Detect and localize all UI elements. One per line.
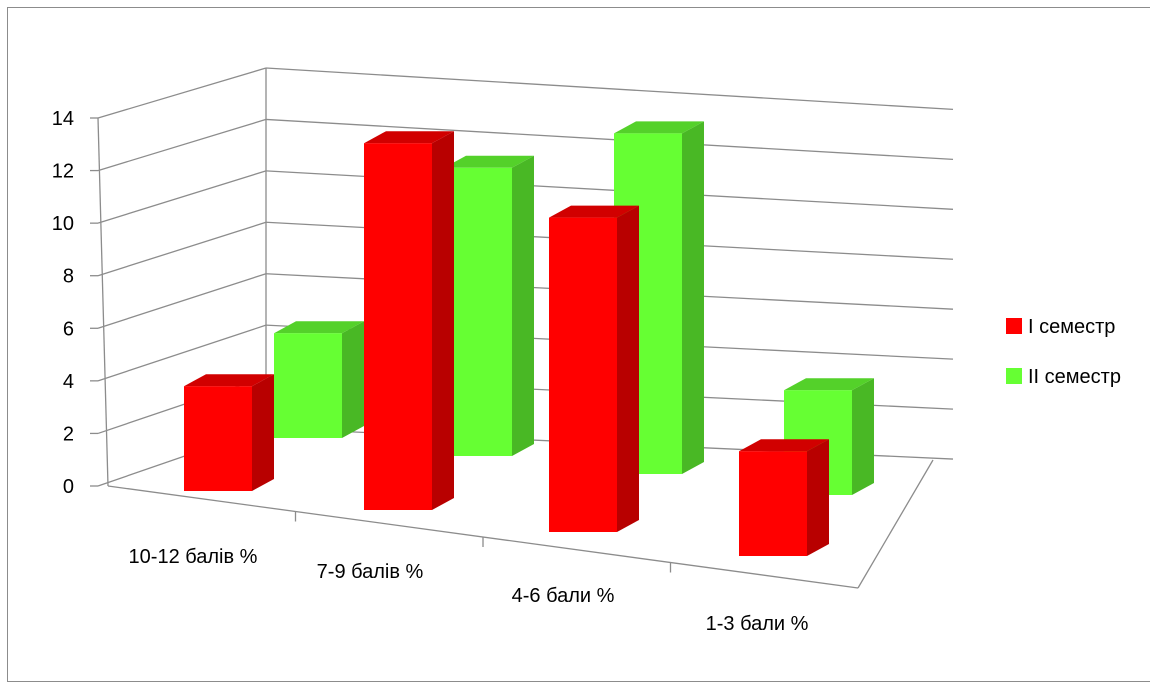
side-gridline <box>97 170 267 224</box>
category-label: 4-6 бали % <box>512 585 615 607</box>
side-gridline <box>97 324 267 382</box>
bar-series1-0-side <box>252 374 274 491</box>
category-label: 7-9 балів % <box>317 561 424 583</box>
side-gridline <box>97 273 267 329</box>
y-tick-label: 4 <box>63 371 74 393</box>
legend-swatch <box>1006 318 1022 334</box>
bar-chart-3d: 0 2 4 6 8 10 12 14 10-12 балів % 7-9 балів % 4-6 б… <box>52 67 1121 635</box>
floor-right-edge <box>857 459 934 589</box>
bar-series1-0 <box>184 386 252 491</box>
bar-series1-0-top <box>184 374 274 387</box>
bar-series1-1-top <box>364 131 454 144</box>
bar-series2-1-top <box>444 155 534 168</box>
y-tick-label: 12 <box>52 161 74 183</box>
bar-series1-2-top <box>549 205 639 218</box>
bar-series1-3-top <box>739 439 829 452</box>
bar-series1-2 <box>549 217 617 532</box>
bar-series2-1-side <box>512 155 534 457</box>
bar-series2-0-top <box>274 321 364 334</box>
chart-frame: 0 2 4 6 8 10 12 14 10-12 балів % 7-9 балів % 4-6 б… <box>7 7 1150 682</box>
y-tick-label: 10 <box>52 213 74 235</box>
bar-series1-2-side <box>617 205 639 532</box>
side-gridline <box>97 67 267 119</box>
y-tick-label: 8 <box>63 266 74 288</box>
y-tick-label: 6 <box>63 318 74 340</box>
side-gridline <box>97 118 267 172</box>
bar-series1-3-side <box>807 439 829 556</box>
y-tick-label: 2 <box>63 423 74 445</box>
category-label: 1-3 бали % <box>706 613 809 635</box>
y-tick-label: 0 <box>63 476 74 498</box>
bar-series2-3-side <box>852 378 874 495</box>
category-label: 10-12 балів % <box>129 546 258 568</box>
gridline <box>265 67 954 111</box>
gridline <box>265 118 954 160</box>
bar-series2-2-side <box>682 121 704 475</box>
bar-series2-0-side <box>342 321 364 438</box>
bar-series1-1-side <box>432 131 454 510</box>
bar-series2-1 <box>444 167 512 457</box>
bar-series2-0 <box>274 333 342 438</box>
y-tick-label: 14 <box>52 108 74 130</box>
side-gridline <box>97 221 267 277</box>
legend-label: І семестр <box>1028 316 1115 338</box>
bar-series2-2-top <box>614 121 704 134</box>
bar-series2-3-top <box>784 378 874 391</box>
y-axis <box>97 117 109 487</box>
bar-series1-1 <box>364 143 432 510</box>
legend-swatch <box>1006 368 1022 384</box>
bar-series1-3 <box>739 451 807 556</box>
legend-label: ІІ семестр <box>1028 366 1121 388</box>
